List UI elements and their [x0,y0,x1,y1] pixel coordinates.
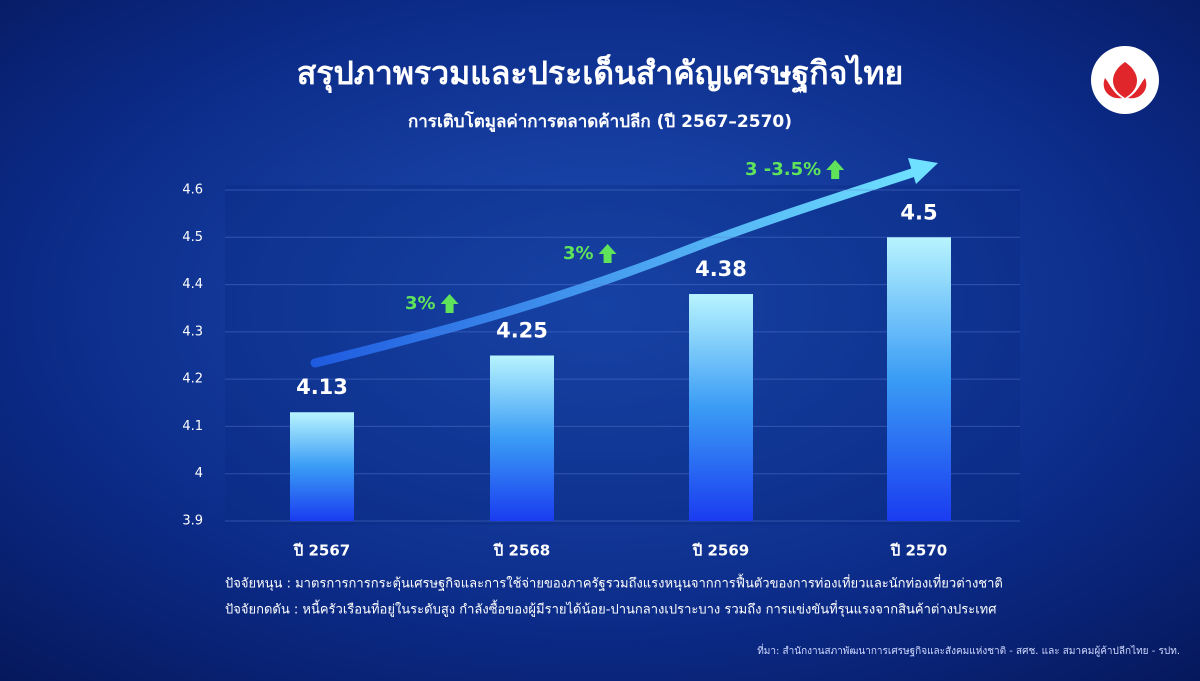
data-label: 4.5 [900,200,937,224]
x-tick-label: ปี 2567 [293,542,350,560]
y-tick-label: 4.6 [182,183,203,198]
chart-subtitle: การเติบโตมูลค่าการตลาดค้าปลีก (ปี 2567–2… [408,111,792,133]
up-arrow-icon [440,294,459,313]
growth-label: 3 -3.5% [745,159,821,180]
x-tick-label: ปี 2570 [890,542,947,560]
y-tick-label: 4.2 [182,372,203,387]
note: ปัจจัยหนุน : มาตรการการกระตุ้นเศรษฐกิจแล… [225,574,1003,592]
x-tick-label: ปี 2569 [692,542,749,560]
source: ที่มา: สำนักงานสภาพัฒนาการเศรษฐกิจและสัง… [757,643,1180,657]
bar [490,355,554,521]
y-tick-label: 4.5 [182,230,203,245]
x-tick-label: ปี 2568 [493,542,550,560]
y-tick-label: 4 [195,466,203,481]
note: ปัจจัยกดดัน : หนี้ครัวเรือนที่อยู่ในระดั… [225,600,997,618]
bar [887,237,951,522]
y-tick-label: 4.1 [182,419,203,434]
growth-arrowhead [908,158,938,184]
growth-label: 3% [405,293,436,314]
up-arrow-icon [598,244,617,263]
chart-title: สรุปภาพรวมและประเด็นสำคัญเศรษฐกิจไทย [297,53,904,94]
growth-arrow [310,167,920,368]
y-tick-label: 4.3 [182,324,203,339]
bar [689,294,753,521]
logo [1091,46,1159,114]
y-tick-label: 3.9 [182,514,203,529]
up-arrow-icon [826,160,845,179]
growth-label: 3% [563,243,594,264]
bar [290,412,354,521]
y-tick-label: 4.4 [182,277,203,292]
data-label: 4.13 [296,375,348,399]
data-label: 4.38 [695,257,747,281]
data-label: 4.25 [496,319,548,343]
